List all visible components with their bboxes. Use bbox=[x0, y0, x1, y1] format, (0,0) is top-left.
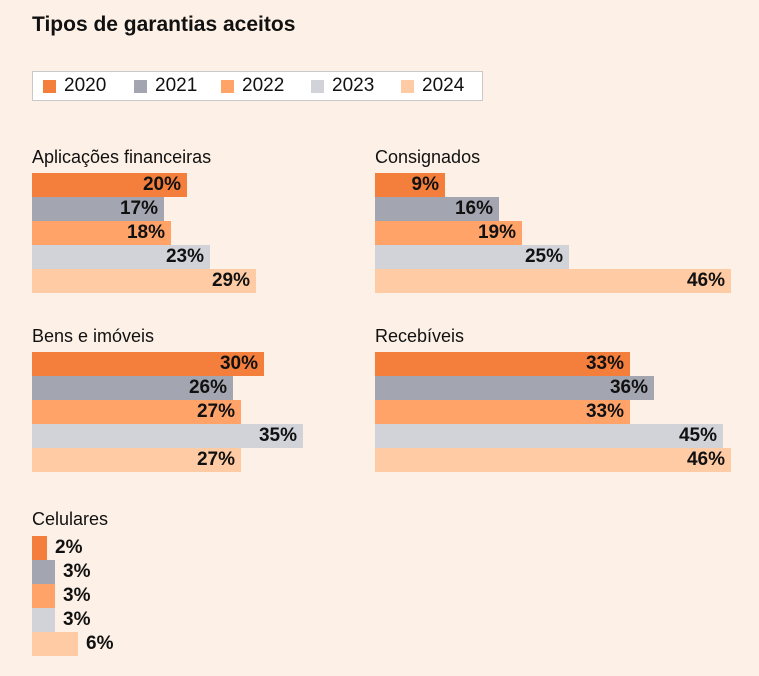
panel-title-consignados: Consignados bbox=[375, 147, 481, 167]
bar-bens-e-imoveis-2024 bbox=[32, 448, 241, 472]
bar-label-recebiveis-2023: 45% bbox=[678, 425, 717, 446]
bar-label-consignados-2024: 46% bbox=[686, 270, 725, 291]
bar-consignados-2023 bbox=[375, 245, 569, 269]
bar-label-consignados-2021: 16% bbox=[454, 198, 493, 219]
bar-consignados-2021 bbox=[375, 197, 499, 221]
legend-swatch-2023 bbox=[311, 79, 324, 93]
bar-label-aplicacoes-financeiras-2022: 18% bbox=[126, 222, 165, 243]
bar-recebiveis-2024 bbox=[375, 448, 731, 472]
chart-legend: 2020 2021 2022 2023 2024 bbox=[32, 71, 483, 101]
legend-label-2024: 2024 bbox=[422, 75, 465, 96]
legend-swatch-2020 bbox=[43, 79, 56, 93]
bar-recebiveis-2023 bbox=[375, 424, 723, 448]
bar-bens-e-imoveis-2020 bbox=[32, 352, 264, 376]
bar-recebiveis-2022 bbox=[375, 400, 630, 424]
bar-label-recebiveis-2024: 46% bbox=[686, 449, 725, 470]
bar-celulares-2021 bbox=[32, 560, 55, 584]
legend-label-2020: 2020 bbox=[64, 75, 107, 96]
bar-label-aplicacoes-financeiras-2023: 23% bbox=[165, 246, 204, 267]
legend-label-2021: 2021 bbox=[155, 75, 198, 96]
bar-label-recebiveis-2021: 36% bbox=[609, 377, 648, 398]
legend-swatch-2021 bbox=[134, 79, 147, 93]
bar-bens-e-imoveis-2022 bbox=[32, 400, 241, 424]
bar-aplicacoes-financeiras-2023 bbox=[32, 245, 210, 269]
bar-label-aplicacoes-financeiras-2020: 20% bbox=[142, 174, 181, 195]
panel-title-recebiveis: Recebíveis bbox=[375, 326, 465, 346]
legend-item-2021: 2021 bbox=[134, 72, 197, 100]
bar-aplicacoes-financeiras-2021 bbox=[32, 197, 164, 221]
bar-label-recebiveis-2022: 33% bbox=[585, 401, 624, 422]
panel-title-aplicacoes-financeiras: Aplicações financeiras bbox=[32, 147, 212, 167]
legend-label-2022: 2022 bbox=[242, 75, 285, 96]
bar-label-bens-e-imoveis-2021: 26% bbox=[188, 377, 227, 398]
bar-recebiveis-2020 bbox=[375, 352, 630, 376]
bar-aplicacoes-financeiras-2022 bbox=[32, 221, 171, 245]
bar-label-celulares-2022: 3% bbox=[63, 585, 91, 606]
panel-title-bens-e-imoveis: Bens e imóveis bbox=[32, 326, 155, 346]
legend-swatch-2024 bbox=[401, 79, 414, 93]
bar-label-bens-e-imoveis-2022: 27% bbox=[196, 401, 235, 422]
bar-label-bens-e-imoveis-2020: 30% bbox=[219, 353, 258, 374]
legend-item-2020: 2020 bbox=[43, 72, 106, 100]
bar-label-consignados-2020: 9% bbox=[411, 174, 439, 195]
legend-item-2024: 2024 bbox=[401, 72, 464, 100]
legend-item-2023: 2023 bbox=[311, 72, 374, 100]
bar-label-aplicacoes-financeiras-2021: 17% bbox=[119, 198, 158, 219]
legend-swatch-2022 bbox=[221, 79, 234, 93]
bar-consignados-2020 bbox=[375, 173, 445, 197]
bar-consignados-2024 bbox=[375, 269, 731, 293]
legend-item-2022: 2022 bbox=[221, 72, 284, 100]
bar-aplicacoes-financeiras-2024 bbox=[32, 269, 256, 293]
bar-bens-e-imoveis-2021 bbox=[32, 376, 233, 400]
bar-label-celulares-2023: 3% bbox=[63, 609, 91, 630]
chart-title: Tipos de garantias aceitos bbox=[32, 13, 296, 36]
bar-label-celulares-2021: 3% bbox=[63, 561, 91, 582]
bar-celulares-2024 bbox=[32, 632, 78, 656]
bar-label-bens-e-imoveis-2024: 27% bbox=[196, 449, 235, 470]
bar-aplicacoes-financeiras-2020 bbox=[32, 173, 187, 197]
bar-celulares-2020 bbox=[32, 536, 47, 560]
bar-celulares-2023 bbox=[32, 608, 55, 632]
legend-label-2023: 2023 bbox=[332, 75, 375, 96]
bar-label-consignados-2022: 19% bbox=[477, 222, 516, 243]
panel-title-celulares: Celulares bbox=[32, 509, 109, 529]
bar-bens-e-imoveis-2023 bbox=[32, 424, 303, 448]
bar-label-celulares-2020: 2% bbox=[55, 537, 83, 558]
bar-label-consignados-2023: 25% bbox=[524, 246, 563, 267]
bar-recebiveis-2021 bbox=[375, 376, 654, 400]
bar-label-recebiveis-2020: 33% bbox=[585, 353, 624, 374]
bar-celulares-2022 bbox=[32, 584, 55, 608]
bar-label-aplicacoes-financeiras-2024: 29% bbox=[211, 270, 250, 291]
bar-consignados-2022 bbox=[375, 221, 522, 245]
bar-label-celulares-2024: 6% bbox=[86, 633, 114, 654]
bar-label-bens-e-imoveis-2023: 35% bbox=[258, 425, 297, 446]
